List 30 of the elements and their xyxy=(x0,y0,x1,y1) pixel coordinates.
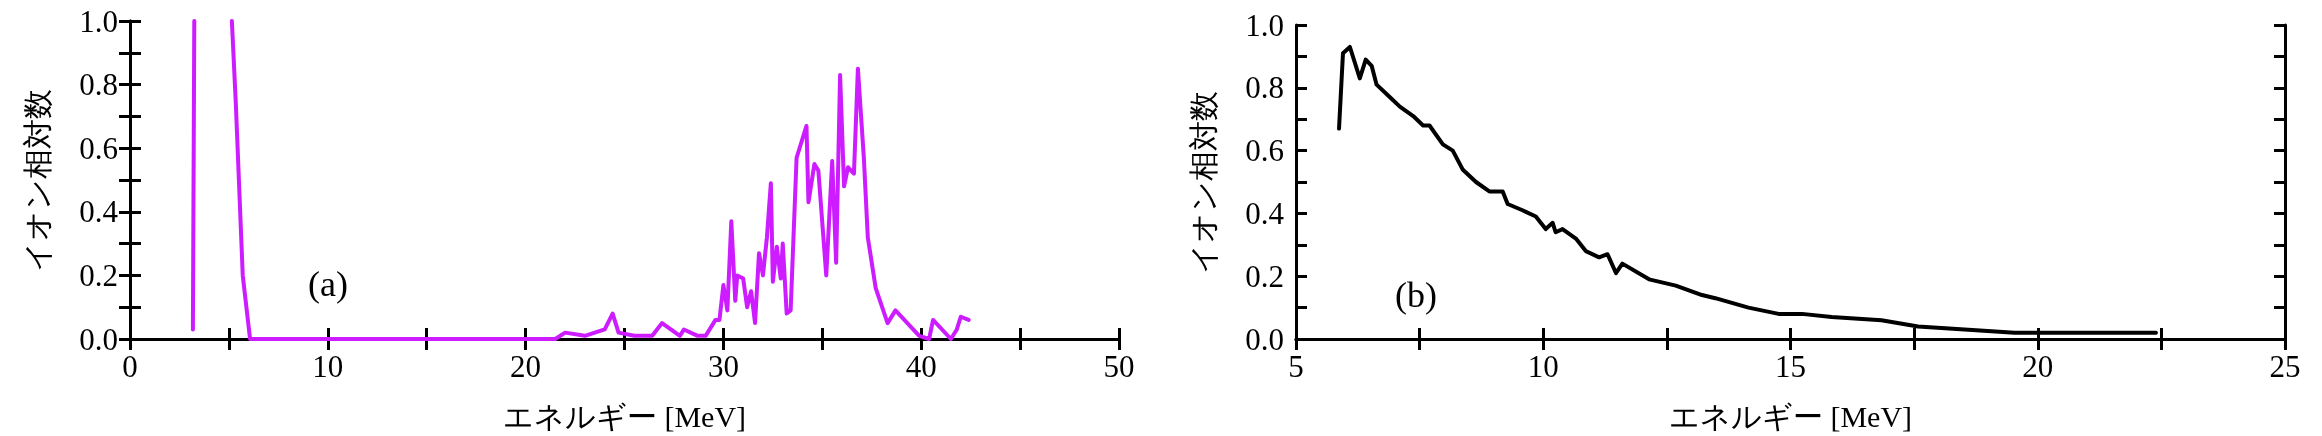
x-axis-title: エネルギー [MeV] xyxy=(502,399,747,433)
y-tick-label: 1.0 xyxy=(1245,7,1284,43)
x-tick-label: 30 xyxy=(707,349,739,384)
y-tick-label: 0.4 xyxy=(1245,195,1285,231)
y-tick-label: 0.2 xyxy=(1245,258,1284,294)
y-tick-label: 0.0 xyxy=(1245,321,1284,357)
y-tick-label: 0.0 xyxy=(79,321,118,357)
y-axis-title: イオン相対数 xyxy=(1186,90,1220,274)
y-tick-label: 0.6 xyxy=(79,130,118,166)
annotation: (a) xyxy=(308,264,348,305)
x-tick-label: 25 xyxy=(2269,349,2301,384)
y-tick-label: 1.0 xyxy=(79,3,118,39)
x-tick-label: 10 xyxy=(312,349,344,384)
y-tick-label: 0.4 xyxy=(79,194,119,230)
x-tick-label: 50 xyxy=(1103,349,1135,384)
y-tick-label: 0.6 xyxy=(1245,133,1284,169)
x-tick-label: 0 xyxy=(122,349,138,384)
x-tick-label: 20 xyxy=(510,349,542,384)
annotation: (b) xyxy=(1394,274,1437,315)
x-tick-label: 40 xyxy=(905,349,937,384)
y-tick-label: 0.2 xyxy=(79,257,118,293)
line-series xyxy=(1337,44,2158,335)
x-tick-label: 15 xyxy=(1775,349,1806,384)
x-tick-label: 10 xyxy=(1527,349,1559,384)
y-tick-label: 0.8 xyxy=(79,67,118,103)
x-tick-label: 5 xyxy=(1288,349,1304,384)
y-tick-label: 0.8 xyxy=(1245,70,1284,106)
x-axis-title: エネルギー [MeV] xyxy=(1668,399,1913,433)
y-axis-title: イオン相対数 xyxy=(20,88,54,272)
x-tick-label: 20 xyxy=(2022,349,2054,384)
